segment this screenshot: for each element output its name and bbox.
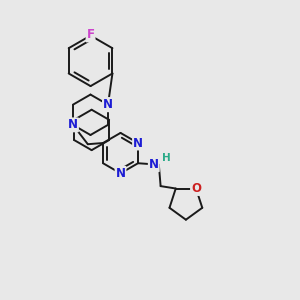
Text: N: N [103, 98, 113, 111]
Text: N: N [68, 118, 78, 131]
Text: F: F [87, 28, 94, 41]
Text: O: O [191, 182, 201, 195]
Text: N: N [103, 98, 113, 111]
Text: H: H [162, 153, 171, 163]
Text: N: N [149, 158, 159, 171]
Text: N: N [133, 136, 143, 149]
Text: N: N [116, 167, 125, 180]
